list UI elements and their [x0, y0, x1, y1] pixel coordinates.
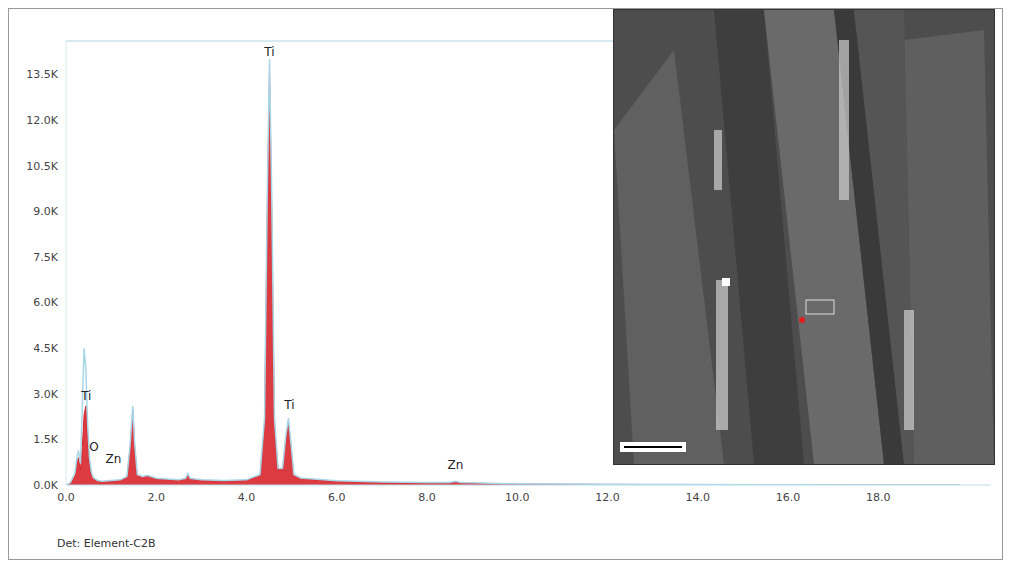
svg-text:O: O	[89, 440, 98, 454]
svg-text:14.0: 14.0	[685, 491, 710, 504]
svg-text:3.0K: 3.0K	[33, 388, 58, 401]
svg-text:16.0: 16.0	[776, 491, 801, 504]
svg-text:6.0K: 6.0K	[33, 296, 58, 309]
svg-text:8.0: 8.0	[418, 491, 436, 504]
svg-text:13.5K: 13.5K	[26, 68, 58, 81]
svg-text:12.0: 12.0	[595, 491, 620, 504]
svg-text:Ti: Ti	[80, 389, 91, 403]
svg-text:Ti: Ti	[263, 45, 274, 59]
svg-text:0.0: 0.0	[57, 491, 75, 504]
svg-text:12.0K: 12.0K	[26, 114, 58, 127]
svg-text:Zn: Zn	[447, 458, 463, 472]
svg-text:10.5K: 10.5K	[26, 160, 58, 173]
svg-text:Zn: Zn	[105, 452, 121, 466]
svg-text:Ti: Ti	[283, 398, 294, 412]
svg-text:9.0K: 9.0K	[33, 205, 58, 218]
svg-text:7.5K: 7.5K	[33, 251, 58, 264]
svg-text:6.0: 6.0	[328, 491, 346, 504]
svg-text:0.0K: 0.0K	[33, 479, 58, 492]
svg-text:18.0: 18.0	[866, 491, 891, 504]
svg-text:10.0: 10.0	[505, 491, 530, 504]
svg-text:1.5K: 1.5K	[33, 433, 58, 446]
svg-text:2.0: 2.0	[147, 491, 165, 504]
svg-text:4.0: 4.0	[238, 491, 256, 504]
svg-text:4.5K: 4.5K	[33, 342, 58, 355]
html-text:Det: Element-C2B: Det: Element-C2B	[57, 537, 156, 550]
